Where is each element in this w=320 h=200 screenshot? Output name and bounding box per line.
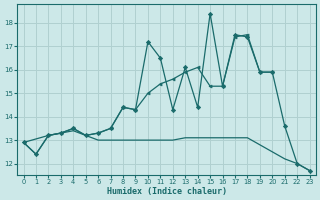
X-axis label: Humidex (Indice chaleur): Humidex (Indice chaleur) xyxy=(107,187,227,196)
